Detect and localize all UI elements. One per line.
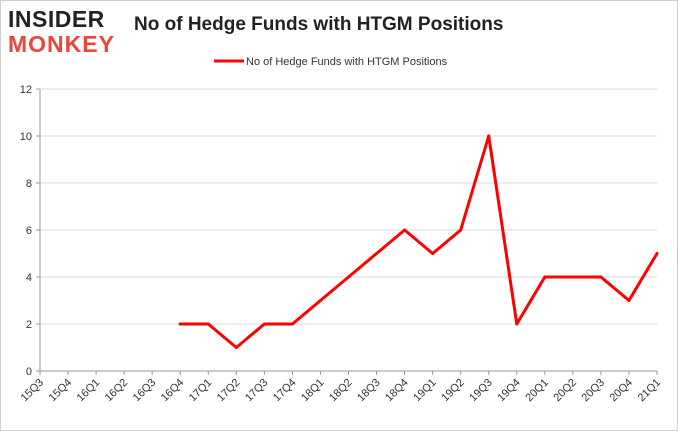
x-tick-label: 16Q3 — [131, 377, 159, 405]
chart-title: No of Hedge Funds with HTGM Positions — [134, 14, 504, 35]
y-tick-label: 4 — [26, 272, 32, 284]
y-tick-label: 12 — [20, 84, 32, 96]
y-axis-ticks: 0 2 4 6 8 10 12 — [20, 84, 40, 378]
y-tick-label: 10 — [20, 131, 32, 143]
data-point — [571, 275, 575, 279]
x-tick-label: 18Q3 — [355, 377, 383, 405]
data-point — [431, 252, 435, 255]
data-point — [403, 228, 407, 232]
data-point — [347, 275, 350, 279]
data-point — [543, 275, 547, 279]
x-tick-label: 17Q3 — [243, 377, 271, 405]
data-point — [318, 299, 322, 302]
x-tick-label: 16Q4 — [159, 377, 187, 405]
x-tick-label: 20Q2 — [551, 377, 579, 405]
x-tick-label: 18Q4 — [383, 377, 411, 405]
insider-monkey-logo: INSIDER MONKEY — [8, 8, 115, 56]
x-tick-label: 21Q1 — [636, 377, 664, 405]
x-tick-label: 18Q2 — [327, 377, 355, 405]
series-line — [178, 134, 659, 349]
x-tick-label: 18Q1 — [299, 377, 327, 405]
y-tick-label: 6 — [26, 225, 32, 237]
y-tick-label: 2 — [26, 319, 32, 331]
x-tick-label: 17Q4 — [271, 377, 299, 405]
x-tick-label: 19Q3 — [467, 377, 495, 405]
x-tick-label: 15Q4 — [47, 377, 75, 405]
x-axis-ticks: 15Q3 15Q4 16Q1 16Q2 16Q3 16Q4 17Q1 17Q2 17Q3 17Q4… — [19, 371, 664, 405]
x-tick-label: 16Q2 — [103, 377, 131, 405]
x-tick-label: 20Q3 — [580, 377, 608, 405]
x-tick-label: 20Q1 — [523, 377, 551, 405]
x-tick-label: 15Q3 — [19, 377, 47, 405]
x-tick-label: 20Q4 — [608, 377, 636, 405]
x-tick-label: 19Q2 — [439, 377, 467, 405]
data-point — [206, 322, 210, 326]
x-tick-label: 16Q1 — [75, 377, 103, 405]
legend: No of Hedge Funds with HTGM Positions — [214, 56, 448, 68]
x-tick-label: 17Q1 — [187, 377, 215, 405]
gridlines — [40, 88, 657, 325]
logo-line-1: INSIDER — [8, 6, 105, 32]
data-point — [375, 252, 379, 255]
data-point — [515, 322, 519, 326]
y-tick-label: 8 — [26, 178, 32, 190]
data-point — [655, 252, 659, 255]
x-tick-label: 19Q4 — [495, 377, 523, 405]
x-tick-label: 19Q1 — [411, 377, 439, 405]
logo-line-2: MONKEY — [8, 31, 115, 57]
data-point — [487, 134, 491, 138]
data-point — [290, 322, 294, 326]
data-point — [234, 346, 238, 349]
data-point — [627, 299, 631, 302]
series-layer — [178, 134, 659, 349]
data-point — [178, 322, 182, 326]
x-tick-label: 17Q2 — [215, 377, 243, 405]
legend-label: No of Hedge Funds with HTGM Positions — [246, 56, 448, 68]
data-point — [459, 228, 463, 232]
data-point — [262, 322, 266, 326]
y-tick-label: 0 — [26, 366, 32, 378]
data-point — [599, 275, 603, 279]
